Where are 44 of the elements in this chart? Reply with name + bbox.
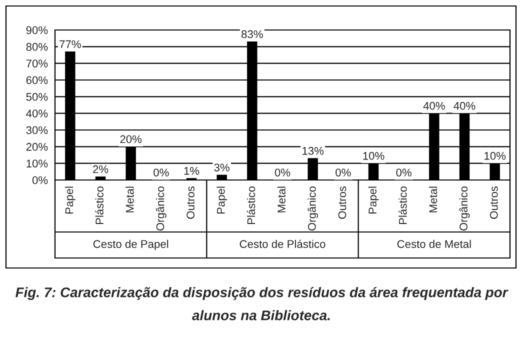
x-tick-label: Outros	[338, 186, 346, 219]
text: Cesto de Metal	[397, 240, 471, 248]
y-tick-label: 50%	[26, 92, 48, 101]
x-tick-label: Orgânico	[308, 186, 318, 231]
data-label: 13%	[302, 146, 324, 155]
text: Cesto de Plástico	[240, 240, 326, 248]
x-tick-label: Metal	[428, 186, 438, 212]
x-tick-label: Outros	[490, 186, 498, 219]
data-label: 0%	[274, 168, 290, 176]
x-tick-label: Outros	[186, 186, 194, 219]
y-tick-label: 30%	[26, 126, 48, 134]
data-label: 3%	[214, 164, 230, 172]
data-label: 10%	[363, 152, 384, 160]
y-tick-label: 80%	[26, 42, 48, 51]
y-tick-label: 0%	[32, 176, 48, 184]
data-label: 83%	[242, 30, 263, 38]
x-tick-label: Papel	[368, 186, 379, 214]
y-tick-label: 60%	[26, 76, 48, 84]
x-tick-label: Orgânico	[156, 186, 166, 231]
x-tick-label: Orgânico	[459, 186, 470, 231]
data-label: 20%	[120, 135, 142, 144]
data-label: 0%	[396, 168, 412, 176]
y-tick-label: 20%	[26, 142, 48, 151]
y-tick-label: 40%	[26, 110, 48, 118]
x-tick-label: Plástico	[398, 186, 407, 224]
x-tick-label: Papel	[216, 186, 228, 214]
data-label: 40%	[454, 102, 476, 110]
caption: Fig. 7: Caracterização da disposição dos resíduos da área frequentada por alunos na Biblioteca.	[16, 286, 508, 320]
data-label: 1%	[184, 166, 200, 175]
data-label: 0%	[154, 168, 169, 176]
x-tick-label: Metal	[126, 186, 134, 212]
y-tick-label: 70%	[26, 60, 48, 68]
y-tick-label: 10%	[26, 160, 48, 168]
x-tick-label: Plástico	[246, 186, 256, 224]
data-label: 0%	[336, 168, 351, 176]
data-label: 77%	[60, 40, 81, 48]
y-tick-label: 90%	[26, 26, 48, 34]
data-label: 10%	[484, 152, 506, 160]
x-tick-label: Plástico	[95, 186, 104, 224]
data-label: 40%	[423, 102, 445, 110]
data-label: 2%	[93, 165, 108, 174]
x-tick-label: Papel	[64, 186, 76, 214]
x-tick-label: Metal	[277, 186, 286, 212]
text: Cesto de Papel	[93, 240, 168, 250]
